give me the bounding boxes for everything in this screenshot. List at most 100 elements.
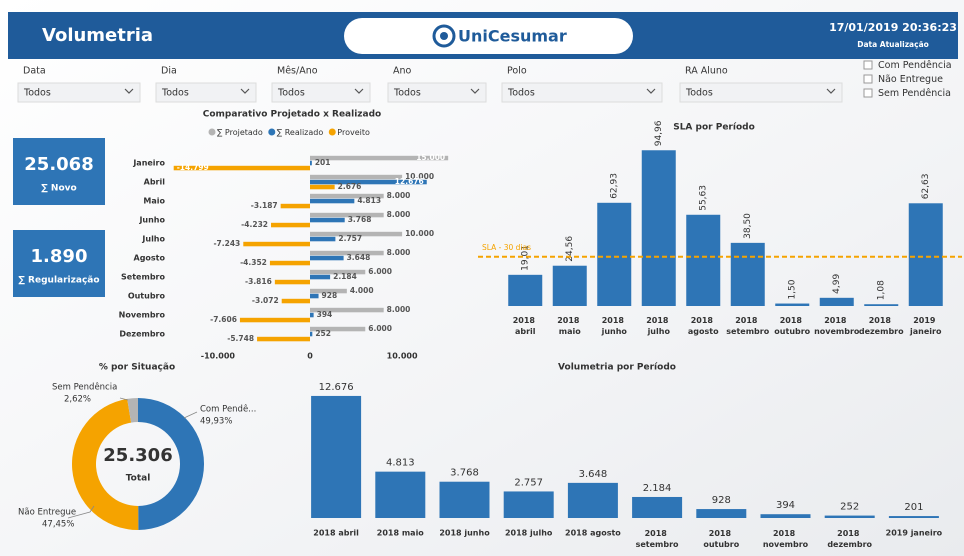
- bar: [310, 160, 312, 166]
- category-label: Outubro: [128, 292, 166, 301]
- legend-marker: [328, 128, 336, 136]
- filter-dropdown[interactable]: [501, 82, 663, 103]
- dropdown-chevron: [354, 88, 364, 94]
- filter-dropdown[interactable]: [155, 82, 257, 103]
- filter-label: Ano: [393, 66, 412, 77]
- bar: [310, 269, 366, 275]
- data-label: 252: [840, 502, 859, 513]
- category-label: 2018 setembro: [636, 529, 679, 549]
- checkbox[interactable]: [863, 88, 873, 98]
- category-label: Janeiro: [132, 159, 165, 168]
- bar: [730, 242, 765, 306]
- data-label: 1,50: [788, 279, 798, 299]
- category-label: 2018 novembro: [763, 529, 809, 549]
- data-label: 6.000: [368, 267, 392, 276]
- bar: [641, 150, 676, 306]
- data-label: 94,96: [654, 120, 664, 146]
- kpi-value: 25.068: [24, 154, 93, 175]
- bar: [908, 203, 943, 306]
- data-label: 4.000: [350, 286, 374, 295]
- data-label: 2.184: [333, 272, 357, 281]
- bar: [760, 514, 811, 518]
- data-label: 62,93: [610, 173, 620, 199]
- bar: [824, 515, 875, 518]
- bar: [310, 293, 319, 299]
- category-label: 2018 junho: [601, 316, 628, 336]
- kpi-value: 1.890: [31, 246, 88, 267]
- checkbox[interactable]: [863, 74, 873, 84]
- data-label: -4.352: [240, 258, 267, 267]
- chart-title: Volumetria por Período: [558, 363, 676, 373]
- data-label: -4.232: [241, 220, 268, 229]
- category-label: Dezembro: [119, 330, 165, 339]
- category-label: 2018 dezembro: [859, 316, 904, 336]
- data-label: -3.816: [245, 277, 272, 286]
- pie-slice: [138, 398, 205, 530]
- checkbox[interactable]: [863, 60, 873, 70]
- data-label: 24,56: [565, 236, 575, 262]
- bar: [281, 298, 310, 304]
- reference-label: SLA - 30 dias: [482, 243, 531, 252]
- data-label: 928: [712, 495, 731, 506]
- data-label: -5.748: [227, 334, 254, 343]
- filter-dropdown[interactable]: [271, 82, 371, 103]
- data-label: -7.606: [210, 315, 237, 324]
- filter-dropdown[interactable]: [387, 82, 487, 103]
- data-label: 38,50: [743, 213, 753, 239]
- bar: [310, 250, 384, 256]
- data-label: 2.757: [338, 234, 362, 243]
- category-label: 2018 agosto: [565, 529, 621, 538]
- kpi-card: [13, 138, 105, 205]
- dropdown-chevron: [470, 88, 480, 94]
- category-label: Julho: [141, 235, 165, 244]
- kpi-label: ∑ Regularização: [18, 276, 99, 286]
- data-label: 8.000: [387, 210, 411, 219]
- category-label: 2018 abril: [313, 529, 359, 538]
- category-label: Maio: [143, 197, 165, 206]
- data-label: 3.648: [579, 469, 608, 480]
- data-label: 12.676: [319, 382, 354, 393]
- category-label: Setembro: [121, 273, 165, 282]
- checkbox-label: Sem Pendência: [878, 88, 951, 99]
- dropdown-chevron: [124, 88, 134, 94]
- filter-label: Mês/Ano: [277, 66, 318, 77]
- category-label: Agosto: [134, 254, 166, 263]
- category-label: 2018 abril: [513, 316, 538, 336]
- bar: [503, 491, 554, 518]
- bar: [864, 304, 899, 306]
- data-label: 6.000: [368, 324, 392, 333]
- data-label: 8.000: [387, 248, 411, 257]
- filter-dropdown[interactable]: [679, 82, 843, 103]
- bar: [567, 482, 618, 518]
- kpi-label: ∑ Novo: [41, 184, 76, 194]
- bar: [311, 395, 362, 518]
- leader-line: [119, 397, 129, 401]
- bar: [257, 336, 310, 342]
- bar: [439, 481, 490, 518]
- legend-label: ∑ Projetado: [217, 128, 263, 137]
- data-label: 4.813: [357, 196, 381, 205]
- bar: [239, 317, 310, 323]
- bar: [310, 184, 335, 190]
- category-label: Abril: [144, 178, 166, 187]
- filter-value: Todos: [277, 88, 305, 99]
- dropdown-chevron: [240, 88, 250, 94]
- bar: [280, 203, 310, 209]
- data-label: 201: [315, 158, 331, 167]
- data-label: 928: [322, 291, 338, 300]
- logo-icon-dot: [440, 32, 448, 40]
- bar: [269, 260, 310, 266]
- legend-marker: [208, 128, 216, 136]
- data-label: 10.000: [405, 172, 434, 181]
- data-label: 3.648: [347, 253, 371, 262]
- bar: [310, 274, 331, 280]
- bar: [508, 274, 543, 306]
- data-label: -3.187: [251, 201, 278, 210]
- bar: [597, 202, 632, 306]
- filter-label: RA Aluno: [685, 66, 728, 77]
- filter-dropdown[interactable]: [17, 82, 141, 103]
- bar: [243, 241, 310, 247]
- slice-label: Com Pendê...: [200, 404, 256, 415]
